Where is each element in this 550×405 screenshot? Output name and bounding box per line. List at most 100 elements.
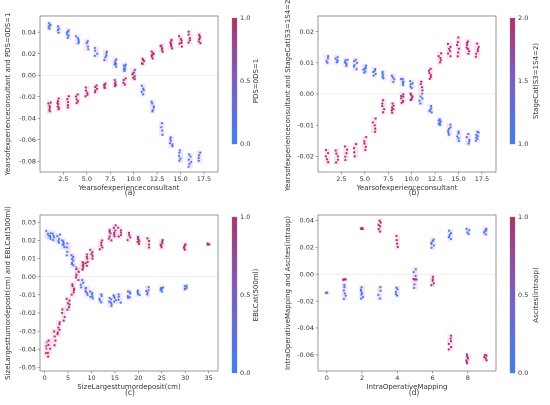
data-point-high [447, 47, 451, 50]
data-point-high [75, 101, 78, 105]
y-tick-label: 0.01 [22, 255, 36, 263]
data-point-high [410, 98, 413, 101]
point-band [116, 225, 123, 239]
colorbar-frame [231, 216, 238, 374]
data-point-high [392, 104, 395, 107]
data-point-high [91, 251, 94, 254]
data-point-low [115, 58, 118, 61]
data-point-high [199, 42, 202, 45]
data-point-high [402, 95, 405, 98]
data-point-low [185, 286, 188, 290]
data-point-high [84, 95, 87, 98]
colorbar-frame [231, 17, 238, 145]
data-point-high [74, 95, 78, 98]
data-point-high [187, 33, 190, 36]
data-point-low [355, 61, 359, 64]
data-point-high [198, 33, 201, 36]
x-tick-label: 5.0 [360, 175, 370, 183]
data-point-high [65, 297, 68, 300]
panel-caption: (b) [409, 188, 420, 197]
data-point-low [48, 234, 51, 237]
point-band [465, 226, 471, 236]
data-point-low [421, 92, 424, 95]
data-point-low [61, 239, 64, 242]
data-point-low [394, 293, 397, 296]
data-point-high [180, 45, 184, 48]
data-point-high [48, 110, 51, 113]
data-point-high [324, 155, 327, 158]
data-point-high [446, 42, 450, 45]
colorbar-label: Ascites(intraop) [532, 267, 540, 323]
data-point-low [429, 108, 432, 112]
data-point-high [395, 234, 398, 238]
data-point-low [326, 61, 329, 64]
data-point-low [401, 84, 405, 87]
data-point-low [354, 58, 357, 61]
data-point-high [334, 149, 337, 152]
data-point-high [81, 267, 84, 270]
point-band [51, 329, 57, 348]
point-band [427, 67, 434, 81]
data-point-high [46, 351, 49, 355]
data-point-low [183, 287, 187, 290]
data-point-high [336, 155, 339, 158]
data-point-high [98, 248, 101, 251]
y-tick-label: -0.01 [19, 291, 36, 299]
data-point-low [197, 156, 200, 159]
data-point-low [110, 298, 113, 301]
point-band [69, 281, 76, 297]
data-point-high [184, 243, 187, 246]
data-point-low [177, 154, 181, 158]
data-point-high [335, 161, 338, 164]
colorbar-tick-label: 0.5 [240, 291, 250, 299]
data-point-low [199, 151, 202, 154]
data-point-high [361, 226, 364, 229]
data-point-low [117, 293, 120, 296]
colorbar-label: StageCat(S3=1S4=2) [532, 43, 540, 119]
point-band [121, 76, 128, 87]
data-point-low [51, 232, 54, 235]
data-point-low [465, 136, 468, 139]
y-tick-label: -0.02 [297, 297, 314, 305]
data-point-low [126, 295, 129, 298]
data-point-low [151, 109, 154, 112]
data-point-high [57, 108, 60, 111]
data-point-high [183, 248, 186, 251]
data-point-low [72, 259, 75, 262]
data-point-low [467, 142, 470, 145]
data-point-high [113, 231, 116, 234]
data-point-high [197, 40, 200, 43]
data-point-high [56, 105, 59, 108]
colorbar-label: PDS=0DS=1 [252, 59, 260, 104]
data-point-high [93, 91, 96, 94]
point-band [177, 148, 184, 164]
data-point-low [88, 290, 92, 293]
data-point-low [409, 80, 412, 83]
data-point-low [93, 54, 96, 57]
data-point-high [335, 152, 338, 155]
data-point-low [178, 149, 182, 152]
data-point-low [448, 235, 451, 238]
data-point-high [136, 240, 139, 244]
data-point-high [47, 339, 50, 342]
data-point-high [381, 104, 384, 108]
data-point-low [89, 295, 92, 299]
data-point-low [77, 38, 80, 42]
point-band [126, 289, 132, 301]
data-point-high [161, 47, 164, 50]
data-point-low [85, 42, 88, 45]
colorbar-tick-label: 1.5 [518, 77, 528, 85]
colorbar-tick-label: 0.0 [240, 369, 250, 377]
data-point-high [485, 359, 488, 362]
data-point-low [105, 50, 108, 53]
colorbar [510, 217, 515, 373]
colorbar-tick-label: 2.0 [518, 14, 528, 22]
plot-frame [39, 214, 219, 372]
data-point-low [413, 286, 416, 290]
y-tick-label: -0.06 [19, 136, 36, 144]
data-point-low [171, 145, 174, 148]
data-point-high [437, 55, 440, 58]
data-point-low [133, 68, 137, 72]
data-point-low [122, 64, 126, 67]
data-point-high [352, 147, 356, 150]
